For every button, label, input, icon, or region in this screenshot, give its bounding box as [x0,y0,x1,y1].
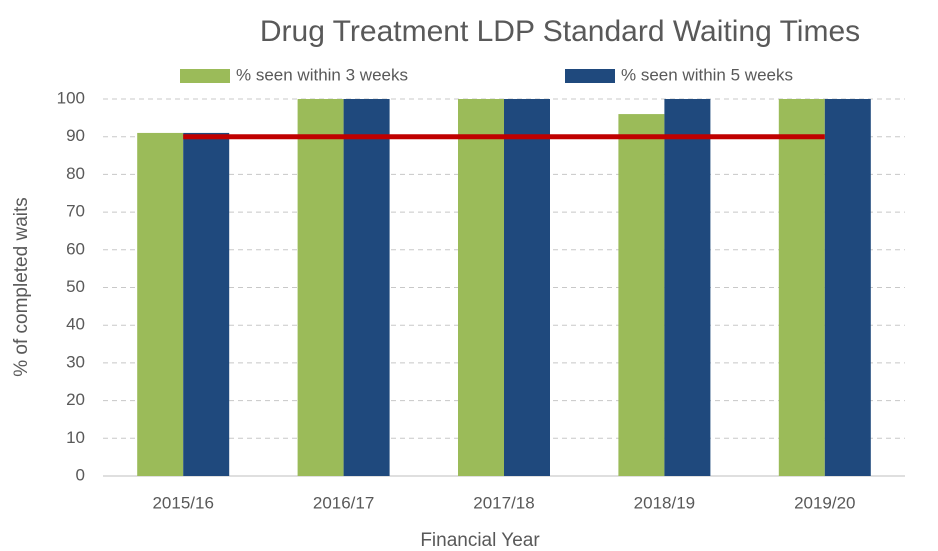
y-tick-label: 40 [66,315,85,334]
y-tick-label: 70 [66,202,85,221]
x-tick-label: 2016/17 [313,493,374,512]
bar [618,114,665,476]
x-tick-label: 2017/18 [473,493,534,512]
bar [824,99,871,476]
bar [458,99,504,476]
y-tick-label: 0 [76,465,85,484]
x-axis-label: Financial Year [420,530,540,551]
bar [343,99,390,476]
y-tick-label: 90 [66,126,85,145]
y-tick-label: 60 [66,239,85,258]
legend-swatch [180,69,230,83]
y-tick-label: 100 [57,88,85,107]
bar [297,99,344,476]
x-tick-label: 2019/20 [794,493,855,512]
legend-label: % seen within 5 weeks [621,65,793,84]
y-tick-label: 50 [66,277,85,296]
bar [183,132,230,476]
legend-swatch [565,69,615,83]
chart-title: Drug Treatment LDP Standard Waiting Time… [260,15,860,48]
bar [664,99,711,476]
legend-label: % seen within 3 weeks [236,65,408,84]
x-tick-label: 2015/16 [152,493,213,512]
y-tick-label: 10 [66,428,85,447]
x-tick-label: 2018/19 [634,493,695,512]
y-tick-label: 20 [66,390,85,409]
y-tick-label: 80 [66,164,85,183]
y-axis-label: % of completed waits [11,197,32,377]
bar [778,99,825,476]
bar [137,132,184,476]
bar [504,99,550,476]
y-tick-label: 30 [66,352,85,371]
